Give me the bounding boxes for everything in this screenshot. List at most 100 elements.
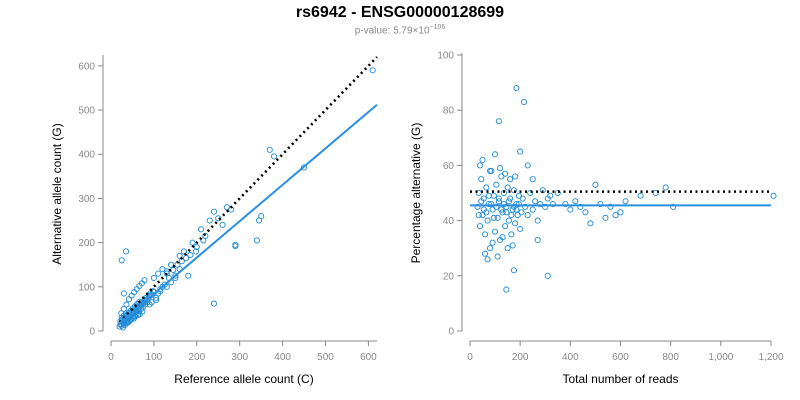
right-data-point <box>587 220 594 227</box>
left-data-point <box>150 274 157 282</box>
left-y-tick-label: 400 <box>78 150 95 161</box>
left-data-point <box>232 243 239 250</box>
right-x-tick-label: 600 <box>612 352 629 363</box>
left-data-point <box>152 294 160 301</box>
right-data-point <box>537 200 544 208</box>
left-reference-line <box>118 56 378 324</box>
right-data-point <box>485 192 492 199</box>
left-y-tick-label: 0 <box>89 327 95 338</box>
right-data-point <box>513 85 520 92</box>
right-data-point <box>534 236 541 243</box>
pvalue-label: p-value: 5.79×10 <box>354 25 430 37</box>
percentage-alternative-scatter: 0 200 400 600 800 1,000 1,200 0 20 40 60 80 100 Total… <box>409 51 784 387</box>
right-data-point <box>520 98 527 105</box>
left-x-tick-label: 400 <box>274 352 291 363</box>
right-data-point <box>502 223 509 230</box>
right-y-tick-label: 0 <box>448 327 454 338</box>
right-data-point <box>527 189 534 197</box>
left-data-point <box>219 221 226 228</box>
right-data-point <box>507 195 514 202</box>
left-data-point <box>253 237 260 244</box>
right-data-point <box>499 209 506 216</box>
left-y-tick-label: 100 <box>78 282 95 293</box>
right-data-point <box>567 206 574 213</box>
left-data-point <box>187 251 194 259</box>
right-data-point <box>490 192 497 199</box>
right-data-point <box>515 200 522 208</box>
left-y-tick-label: 500 <box>78 106 95 117</box>
right-data-point <box>484 256 491 263</box>
right-data-point <box>602 214 609 221</box>
left-data-point <box>210 300 218 307</box>
right-data-point <box>502 170 509 177</box>
right-data-point <box>532 198 539 205</box>
right-data-point <box>504 184 511 191</box>
right-y-tick-label: 80 <box>443 106 455 117</box>
left-data-point <box>270 153 278 160</box>
left-data-point <box>192 248 199 255</box>
left-data-point <box>266 146 273 153</box>
left-data-point <box>148 299 155 306</box>
right-data-point <box>484 217 491 224</box>
left-data-point <box>176 252 183 259</box>
right-data-point <box>509 242 516 249</box>
right-data-point <box>517 148 524 155</box>
right-data-point <box>493 181 500 188</box>
left-data-point <box>369 67 376 74</box>
right-data-point <box>479 156 486 163</box>
left-x-axis-label: Reference allele count (C) <box>174 372 313 386</box>
left-data-point <box>155 270 162 277</box>
left-y-tick-label: 300 <box>78 194 95 205</box>
right-data-point <box>494 253 501 260</box>
right-data-point <box>485 200 492 208</box>
right-data-point <box>622 198 629 205</box>
right-data-point <box>492 228 499 235</box>
right-data-point <box>508 231 515 238</box>
right-data-point <box>483 184 490 191</box>
right-x-tick-label: 800 <box>662 352 679 363</box>
right-data-point <box>493 203 500 210</box>
right-x-axis-label: Total number of reads <box>562 372 678 386</box>
left-data-point <box>170 266 177 274</box>
right-x-tick-label: 200 <box>512 352 529 363</box>
right-data-point <box>592 181 599 188</box>
page-title: rs6942 - ENSG00000128699 <box>295 4 505 21</box>
right-data-point <box>617 209 624 216</box>
right-data-point <box>612 212 619 219</box>
right-data-point <box>529 206 536 213</box>
left-fit-line <box>118 103 378 324</box>
right-data-point <box>512 173 519 180</box>
left-data-point <box>118 310 125 317</box>
right-data-point <box>522 203 529 210</box>
right-data-point <box>544 272 551 279</box>
right-data-point <box>662 184 669 191</box>
left-data-point <box>136 298 143 305</box>
left-data-point <box>198 226 205 233</box>
right-data-point <box>554 189 561 197</box>
right-data-point <box>482 231 489 238</box>
left-data-point <box>118 257 125 264</box>
left-data-point <box>122 321 129 328</box>
left-y-tick-label: 600 <box>78 61 95 72</box>
right-data-point <box>495 118 502 125</box>
right-y-tick-label: 20 <box>443 271 455 282</box>
left-x-tick-label: 600 <box>360 352 377 363</box>
right-data-point <box>483 209 490 216</box>
left-data-point <box>215 215 222 222</box>
right-data-point <box>572 198 579 205</box>
right-y-tick-label: 100 <box>437 51 454 62</box>
right-data-point <box>562 200 569 208</box>
right-data-point <box>652 189 659 197</box>
right-x-tick-label: 400 <box>562 352 579 363</box>
right-data-point <box>503 286 510 293</box>
left-data-point <box>126 318 133 325</box>
left-x-tick-label: 200 <box>188 352 205 363</box>
right-data-point <box>503 209 510 216</box>
right-data-point <box>495 198 502 205</box>
right-data-point <box>504 245 511 252</box>
right-data-point <box>505 217 512 224</box>
right-data-point <box>513 206 520 213</box>
right-data-point <box>509 206 516 213</box>
right-data-point <box>475 212 482 219</box>
left-x-tick-label: 300 <box>231 352 248 363</box>
